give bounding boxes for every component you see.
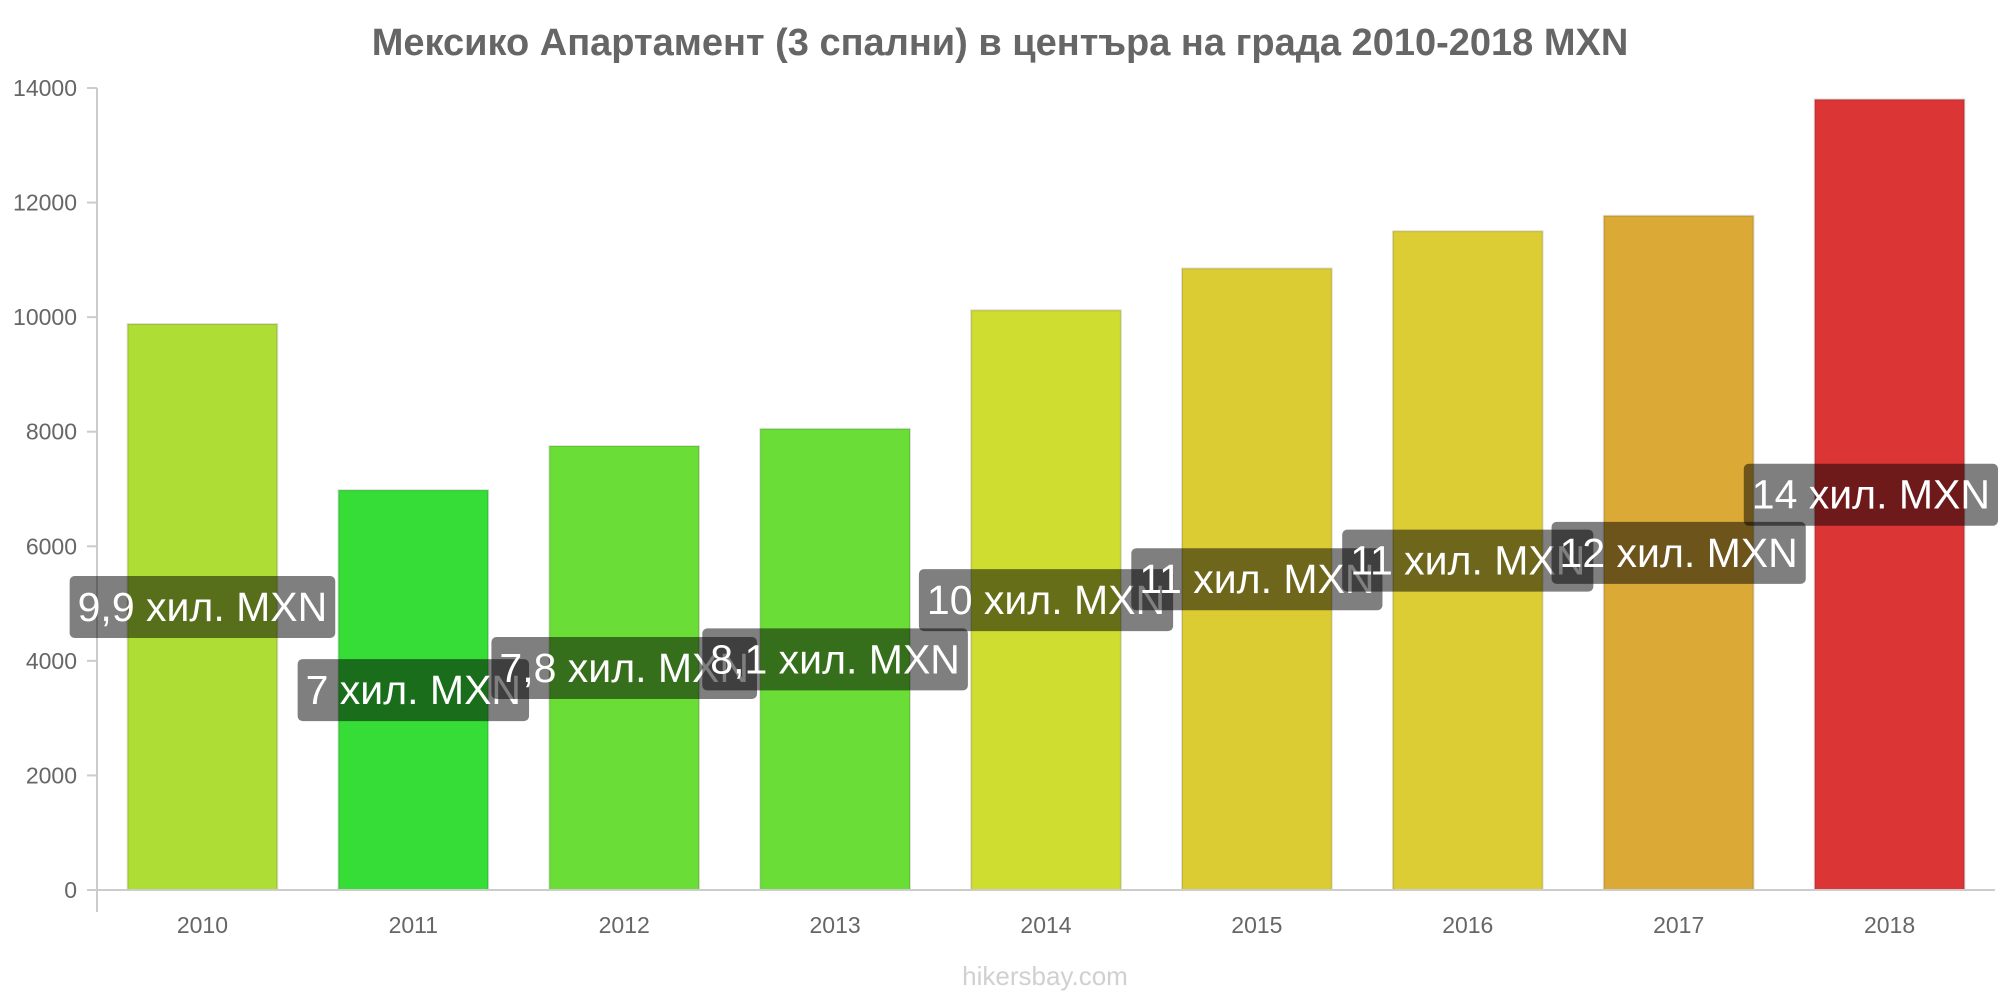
data-label-text: 8,1 хил. MXN — [710, 636, 960, 682]
data-label-box — [69, 576, 336, 639]
data-label-box — [1743, 463, 1998, 526]
data-label-box — [1131, 548, 1383, 611]
x-tick-label: 2016 — [1442, 912, 1493, 938]
data-label-2012: 7,8 хил. MXN — [491, 637, 758, 700]
data-label-2011: 7 хил. MXN — [297, 659, 530, 722]
data-label-box — [1342, 529, 1594, 592]
data-label-box — [1551, 521, 1806, 584]
y-tick-label: 14000 — [13, 75, 77, 101]
data-label-2010: 9,9 хил. MXN — [69, 576, 336, 639]
data-label-2017: 12 хил. MXN — [1551, 521, 1806, 584]
x-tick-label: 2011 — [389, 912, 438, 938]
x-tick-label: 2014 — [1020, 912, 1071, 938]
x-tick-label: 2017 — [1653, 912, 1704, 938]
watermark: hikersbay.com — [962, 961, 1128, 991]
data-label-2015: 11 хил. MXN — [1131, 548, 1383, 611]
data-label-text: 11 хил. MXN — [1139, 556, 1374, 602]
data-label-2014: 10 хил. MXN — [918, 569, 1174, 632]
data-label-2013: 8,1 хил. MXN — [702, 628, 968, 691]
x-tick-label: 2013 — [810, 912, 861, 938]
data-label-text: 14 хил. MXN — [1752, 472, 1990, 518]
data-label-text: 12 хил. MXN — [1560, 530, 1798, 576]
x-axis: 2010 2011 2012 2013 2014 2015 2016 2017 2018 — [97, 889, 1995, 938]
y-axis: 0 2000 4000 6000 8000 10000 12000 14000 — [13, 75, 98, 912]
data-label-box — [297, 659, 530, 722]
x-tick-label: 2015 — [1231, 912, 1282, 938]
data-label-text: 7 хил. MXN — [306, 667, 521, 713]
x-tick-label: 2010 — [177, 912, 228, 938]
y-tick-label: 8000 — [26, 419, 77, 445]
y-tick-label: 6000 — [26, 533, 77, 559]
data-label-2016: 11 хил. MXN — [1342, 529, 1594, 592]
x-tick-label: 2018 — [1864, 912, 1915, 938]
y-tick-label: 10000 — [13, 304, 77, 330]
data-label-2018: 14 хил. MXN — [1743, 463, 1998, 526]
data-label-text: 10 хил. MXN — [927, 577, 1165, 623]
bars-group — [126, 98, 1966, 892]
y-tick-label: 12000 — [13, 190, 77, 216]
data-label-text: 9,9 хил. MXN — [78, 584, 328, 630]
data-label-box — [918, 569, 1174, 632]
data-label-text: 11 хил. MXN — [1350, 538, 1585, 584]
y-tick-label: 0 — [64, 877, 77, 903]
data-label-box — [702, 628, 968, 691]
y-tick-label: 2000 — [26, 762, 77, 788]
x-tick-label: 2012 — [599, 912, 650, 938]
data-label-box — [491, 637, 758, 700]
y-tick-label: 4000 — [26, 648, 77, 674]
chart-title: Мексико Апартамент (3 спални) в центъра … — [372, 22, 1629, 64]
